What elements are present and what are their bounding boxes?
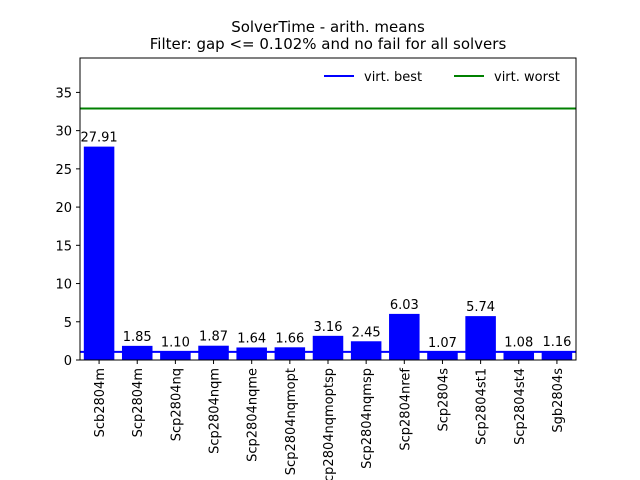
x-tick-label-Scp2804st4: Scp2804st4	[513, 368, 528, 445]
x-tick-label-Sgb2804s: Sgb2804s	[551, 368, 566, 433]
bar-Scp2804st4	[503, 351, 535, 360]
x-tick-label-Scp2804nref: Scp2804nref	[398, 368, 413, 451]
data-label-Scp2804s: 1.07	[428, 336, 457, 351]
y-tick-label-15: 15	[55, 239, 72, 254]
bar-Scp2804nref	[389, 313, 420, 360]
data-label-Scp2804nqmopt: 1.66	[275, 331, 304, 346]
y-tick-label-20: 20	[55, 201, 72, 216]
data-label-Scp2804m: 1.85	[123, 330, 152, 345]
x-tick-label-Scp2804nqmsp: Scp2804nqmsp	[360, 368, 375, 469]
bar-Scp2804nqmoptsp	[312, 335, 344, 360]
x-tick-label-Scp2804nqme: Scp2804nqme	[246, 368, 261, 462]
x-tick-label-Scp2804st1: Scp2804st1	[475, 368, 490, 445]
x-tick-label-Scp2804s: Scp2804s	[436, 368, 451, 432]
data-label-Scp2804nqmoptsp: 3.16	[314, 320, 343, 335]
data-label-Scp2804nqmsp: 2.45	[352, 325, 381, 340]
bar-Scp2804nqm	[198, 345, 229, 360]
bar-Scp2804s	[427, 351, 458, 360]
x-tick-label-Scp2804nqmoptsp: Scp2804nqmoptsp	[322, 368, 337, 480]
x-tick-label-Scp2804nq: Scp2804nq	[169, 368, 184, 441]
title-line-1: SolverTime - arith. means	[231, 18, 425, 36]
chart-title: SolverTime - arith. means Filter: gap <=…	[150, 18, 507, 53]
data-label-Scb2804m: 27.91	[80, 131, 117, 146]
legend-label-virt-best: virt. best	[364, 70, 422, 85]
bar-Scp2804st1	[465, 316, 496, 360]
plot-area: 27.91 Scb2804m 1.85 Scp2804m 1.10 Scp2804nq 1.…	[55, 57, 577, 480]
y-tick-label-0: 0	[64, 354, 72, 369]
y-tick-label-10: 10	[55, 278, 72, 293]
x-tick-label-Scb2804m: Scb2804m	[93, 368, 108, 437]
legend: virt. best virt. worst	[324, 70, 560, 85]
data-label-Scp2804st1: 5.74	[466, 300, 495, 315]
title-line-2: Filter: gap <= 0.102% and no fail for al…	[150, 35, 507, 53]
bar-Sgb2804s	[541, 351, 573, 360]
data-label-Sgb2804s: 1.16	[542, 335, 571, 350]
bar-Scp2804nqmopt	[274, 347, 306, 360]
y-tick-label-25: 25	[55, 163, 72, 178]
x-tick-label-Scp2804nqmopt: Scp2804nqmopt	[284, 368, 299, 475]
y-tick-label-30: 30	[55, 125, 72, 140]
bar-Scp2804m	[121, 345, 153, 360]
axes-frame	[79, 57, 577, 361]
legend-label-virt-worst: virt. worst	[494, 70, 560, 85]
data-label-Scp2804nref: 6.03	[390, 298, 419, 313]
data-label-Scp2804nq: 1.10	[161, 336, 190, 351]
bar-Scb2804m	[83, 146, 115, 360]
y-tick-label-5: 5	[64, 316, 72, 331]
data-label-Scp2804nqme: 1.64	[237, 331, 266, 346]
data-label-Scp2804nqm: 1.87	[199, 330, 228, 345]
x-tick-label-Scp2804nqm: Scp2804nqm	[208, 368, 223, 454]
data-label-Scp2804st4: 1.08	[504, 336, 533, 351]
y-tick-label-35: 35	[55, 86, 72, 101]
bar-Scp2804nqmsp	[350, 341, 382, 360]
x-tick-label-Scp2804m: Scp2804m	[131, 368, 146, 437]
bar-Scp2804nqme	[236, 347, 267, 360]
bar-Scp2804nq	[160, 351, 191, 360]
